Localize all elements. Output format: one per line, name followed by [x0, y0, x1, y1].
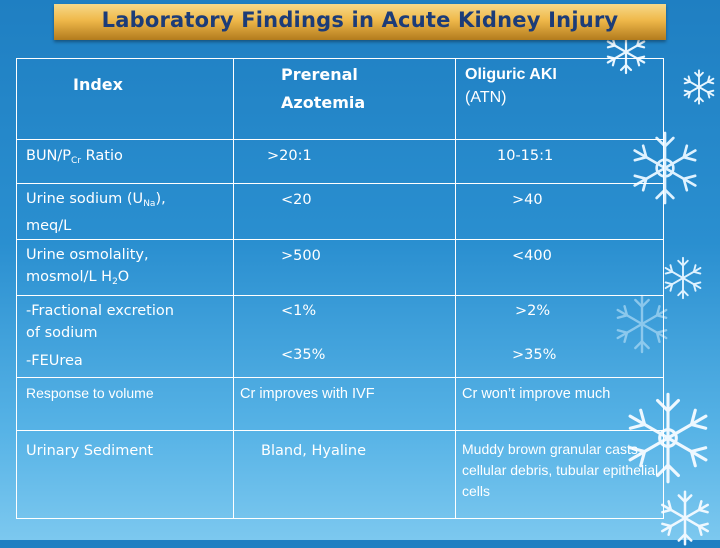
prerenal-value-feurea: <35% [281, 347, 326, 363]
oliguric-cell: >2% >35% [455, 295, 664, 378]
row-label: Response to volume [26, 385, 154, 401]
prerenal-value: Bland, Hyaline [261, 443, 367, 459]
row-label: -Fractional excretion [26, 303, 174, 319]
row-label-cell: Urine osmolality, mosmol/L H2O [16, 239, 234, 296]
oliguric-value: Cr won’t improve much [462, 386, 611, 402]
row-label-cell: Response to volume [16, 377, 234, 431]
slide-title: Laboratory Findings in Acute Kidney Inju… [101, 8, 619, 32]
row-label-cont: mosmol/L H2O [26, 269, 130, 287]
prerenal-value: >500 [281, 248, 321, 264]
oliguric-cell: <400 [455, 239, 664, 296]
row-label-cell: BUN/PCr Ratio [16, 139, 234, 184]
oliguric-cell: >40 [455, 183, 664, 240]
title-bar: Laboratory Findings in Acute Kidney Inju… [54, 4, 666, 40]
oliguric-value-feurea: >35% [512, 347, 557, 363]
row-label-cont: meq/L [26, 218, 72, 234]
table-row: Urine osmolality, mosmol/L H2O >500 <400 [16, 239, 664, 296]
table-row: BUN/PCr Ratio >20:1 10-15:1 [16, 139, 664, 184]
row-label: BUN/PCr Ratio [26, 148, 123, 166]
prerenal-cell: <20 [233, 183, 456, 240]
header-prerenal-line2: Azotemia [281, 93, 366, 112]
row-label-cell: -Fractional excretion of sodium -FEUrea [16, 295, 234, 378]
prerenal-cell: >20:1 [233, 139, 456, 184]
oliguric-value: >2% [515, 303, 551, 319]
prerenal-cell: >500 [233, 239, 456, 296]
header-prerenal-cell: Prerenal Azotemia [233, 58, 456, 140]
prerenal-value: Cr improves with IVF [240, 386, 375, 402]
prerenal-cell: Cr improves with IVF [233, 377, 456, 431]
table-row: -Fractional excretion of sodium -FEUrea … [16, 295, 664, 378]
findings-table: Index Prerenal Azotemia Oliguric AKI (AT… [16, 58, 664, 519]
prerenal-cell: <1% <35% [233, 295, 456, 378]
row-label-cont: of sodium [26, 325, 98, 341]
snowflake-icon [655, 488, 715, 548]
oliguric-cell: Cr won’t improve much [455, 377, 664, 431]
prerenal-value: >20:1 [267, 148, 312, 164]
header-index: Index [73, 75, 123, 94]
table-header-row: Index Prerenal Azotemia Oliguric AKI (AT… [16, 58, 664, 140]
header-oliguric-sub: (ATN) [465, 89, 507, 106]
row-label-cell: Urine sodium (UNa), meq/L [16, 183, 234, 240]
table-row: Urinary Sediment Bland, Hyaline Muddy br… [16, 430, 664, 519]
oliguric-value: Muddy brown granular casts, cellular deb… [462, 441, 659, 499]
prerenal-cell: Bland, Hyaline [233, 430, 456, 519]
prerenal-value: <20 [281, 192, 312, 208]
table-row: Response to volume Cr improves with IVF … [16, 377, 664, 431]
row-label: Urine sodium (UNa), [26, 191, 166, 209]
header-prerenal-line1: Prerenal [281, 65, 358, 84]
row-label-cell: Urinary Sediment [16, 430, 234, 519]
oliguric-value: 10-15:1 [497, 148, 554, 164]
oliguric-cell: Muddy brown granular casts, cellular deb… [455, 430, 664, 519]
row-label: Urine osmolality, [26, 247, 149, 263]
prerenal-value: <1% [281, 303, 317, 319]
table-row: Urine sodium (UNa), meq/L <20 >40 [16, 183, 664, 240]
header-index-cell: Index [16, 58, 234, 140]
header-oliguric-cell: Oliguric AKI (ATN) [455, 58, 664, 140]
row-label: Urinary Sediment [26, 443, 154, 459]
header-oliguric: Oliguric AKI [465, 66, 557, 83]
row-label-feurea: -FEUrea [26, 353, 83, 369]
oliguric-cell: 10-15:1 [455, 139, 664, 184]
oliguric-value: <400 [512, 248, 552, 264]
snowflake-icon [680, 68, 718, 106]
oliguric-value: >40 [512, 192, 543, 208]
